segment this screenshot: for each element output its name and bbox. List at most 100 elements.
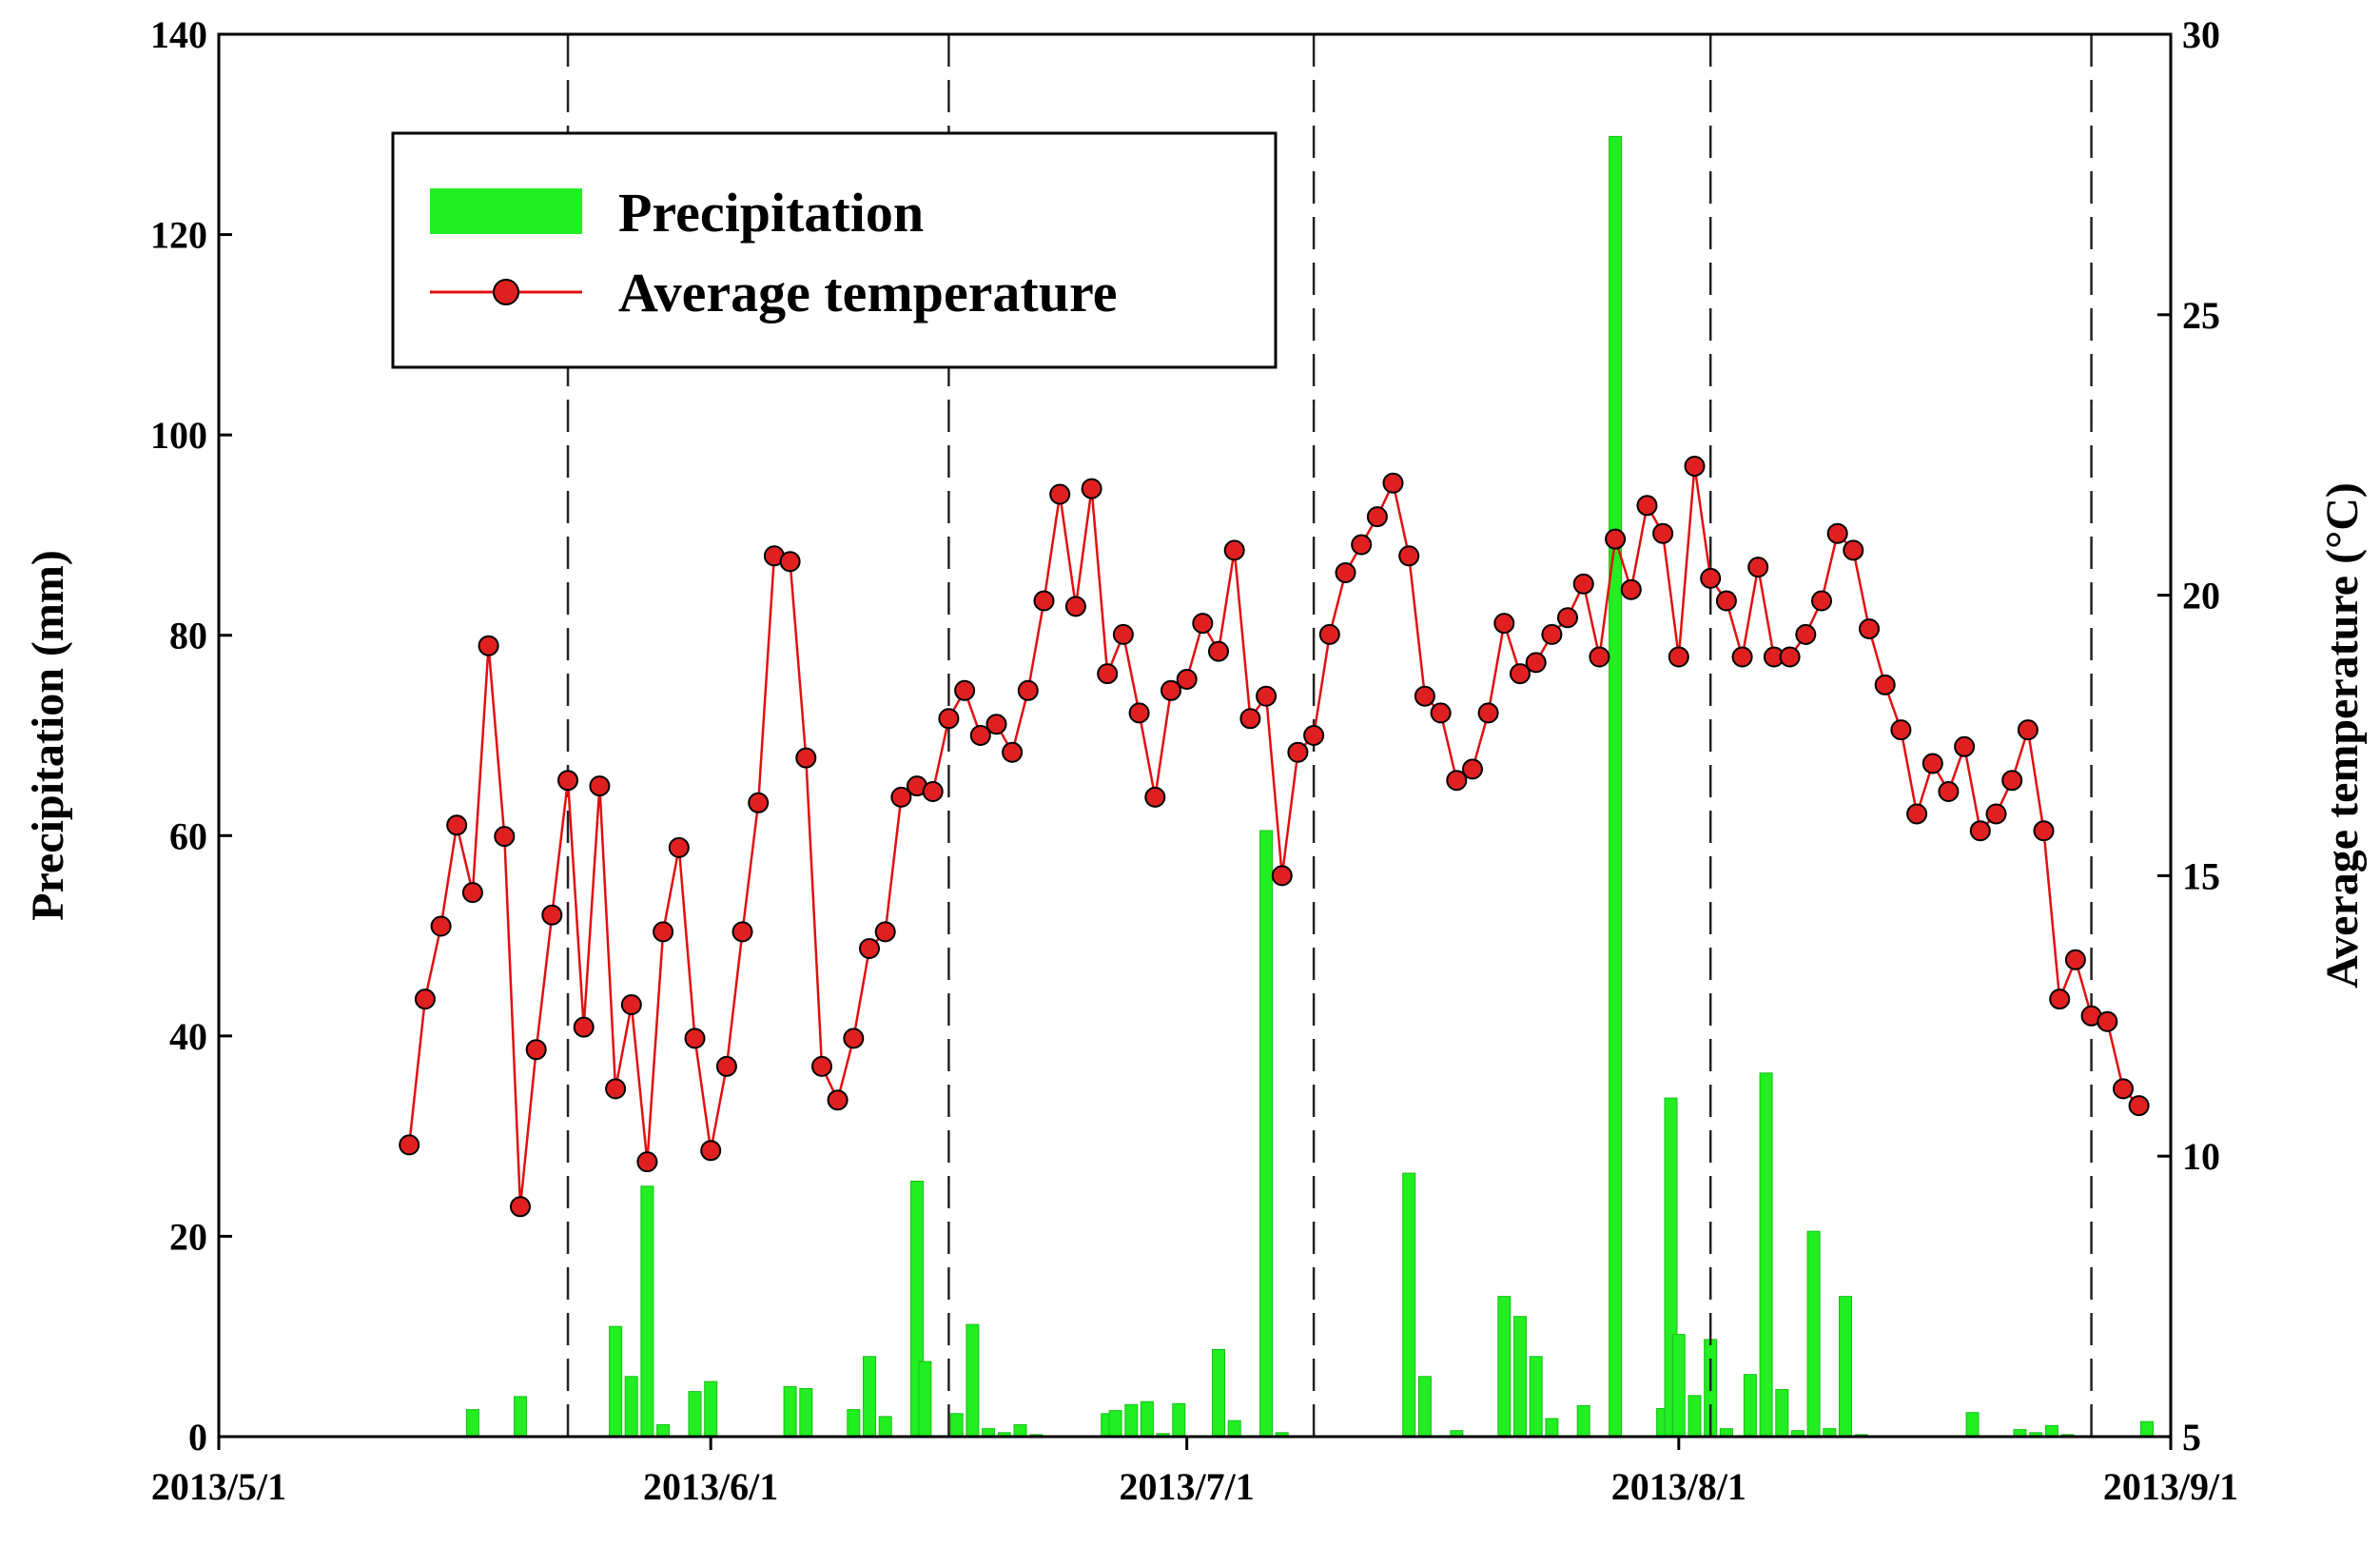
- temperature-point: [1477, 702, 1499, 724]
- precipitation-bar: [1759, 1072, 1773, 1438]
- y-right-tick-label: 30: [2182, 13, 2220, 56]
- precipitation-bar: [2140, 1420, 2154, 1438]
- y-left-tick-label: 140: [150, 13, 207, 56]
- y-left-tick-label: 20: [169, 1215, 207, 1258]
- temperature-point: [2049, 989, 2071, 1010]
- precipitation-bar: [1172, 1402, 1186, 1438]
- precipitation-bar: [1124, 1403, 1139, 1438]
- temperature-point: [1303, 725, 1325, 746]
- precipitation-bar: [1775, 1389, 1789, 1438]
- y-right-tick-label: 15: [2182, 854, 2220, 897]
- temperature-point: [732, 921, 753, 943]
- temperature-point: [1779, 646, 1801, 668]
- temperature-point: [2113, 1078, 2134, 1100]
- temperature-point: [2001, 770, 2023, 792]
- precipitation-bar: [1013, 1423, 1027, 1438]
- temperature-point: [1557, 607, 1578, 629]
- temperature-point: [1112, 623, 1134, 645]
- precipitation-bar: [640, 1185, 654, 1438]
- precipitation-bar: [863, 1356, 876, 1438]
- temperature-point: [1208, 640, 1229, 662]
- y-right-tick-label: 10: [2182, 1135, 2220, 1178]
- temperature-point: [1081, 478, 1102, 499]
- temperature-point: [1366, 506, 1388, 528]
- x-tick-label: 2013/6/1: [643, 1465, 778, 1508]
- temperature-point: [1890, 719, 1912, 741]
- temperature-point: [890, 786, 912, 808]
- temperature-point: [1589, 646, 1610, 668]
- temperature-point: [779, 551, 801, 573]
- temperature-point: [1906, 803, 1928, 825]
- precipitation-bar: [1576, 1404, 1590, 1438]
- precipitation-bar: [609, 1325, 623, 1438]
- temperature-point: [668, 836, 690, 858]
- temperature-point: [1874, 674, 1896, 695]
- y-left-tick-label: 60: [169, 814, 207, 857]
- y-right-tick-label: 20: [2182, 575, 2220, 617]
- temperature-point: [653, 921, 674, 943]
- precipitation-bar: [949, 1413, 964, 1438]
- temperature-point: [827, 1089, 849, 1111]
- legend-precipitation-label: Precipitation: [618, 182, 924, 244]
- temperature-point: [1382, 472, 1404, 494]
- precipitation-series: [465, 135, 2154, 1438]
- x-tick-label: 2013/7/1: [1120, 1465, 1255, 1508]
- temperature-point: [1922, 753, 1943, 774]
- temperature-point: [557, 770, 578, 792]
- y-left-tick-label: 120: [150, 214, 207, 257]
- temperature-point: [1176, 669, 1198, 690]
- temperature-point: [1826, 522, 1848, 544]
- temperature-point: [1256, 685, 1278, 707]
- temperature-point: [1652, 522, 1674, 544]
- temperature-point: [525, 1039, 547, 1061]
- temperature-point: [1398, 545, 1420, 567]
- temperature-point: [1747, 557, 1769, 578]
- temperature-point: [541, 904, 563, 926]
- precipitation-bar: [1513, 1316, 1527, 1438]
- temperature-point: [1002, 741, 1024, 763]
- precipitation-bar: [1529, 1356, 1543, 1438]
- temperature-point: [1064, 596, 1086, 617]
- precipitation-bar: [783, 1385, 797, 1438]
- temperature-point: [1954, 735, 1976, 757]
- temperature-point: [1049, 483, 1071, 505]
- temperature-point: [715, 1055, 737, 1077]
- temperature-point: [478, 635, 499, 656]
- precipitation-bar: [966, 1323, 980, 1438]
- temperature-point: [1525, 652, 1547, 674]
- precipitation-bar: [799, 1388, 813, 1438]
- precipitation-bar: [656, 1423, 671, 1438]
- temperature-point: [1700, 567, 1722, 589]
- temperature-point: [636, 1151, 658, 1173]
- temperature-point: [1462, 758, 1483, 780]
- y-axis-right-title: Average temperature (°C): [2317, 482, 2368, 989]
- temperature-point: [1446, 770, 1468, 792]
- temperature-point: [874, 921, 896, 943]
- precipitation-bar: [1497, 1296, 1512, 1438]
- precipitation-bar: [1609, 135, 1623, 1438]
- precipitation-bar: [1259, 830, 1274, 1438]
- temperature-point: [954, 679, 976, 701]
- temperature-point: [1541, 623, 1563, 645]
- temperature-point: [985, 714, 1007, 735]
- x-tick-label: 2013/9/1: [2103, 1465, 2238, 1508]
- temperature-point: [795, 747, 817, 769]
- precipitation-bar: [704, 1381, 718, 1438]
- temperature-point: [430, 915, 452, 937]
- temperature-point: [938, 708, 960, 730]
- axis-ticks: 0 20 40 60 80 100 120 140 5 10 15 20 25 30 2013/5/1 201…: [150, 13, 2238, 1508]
- precipitation-bar: [1212, 1348, 1225, 1438]
- precipitation-bar: [918, 1361, 932, 1438]
- temperature-point: [1144, 786, 1166, 808]
- precipitation-bar: [1687, 1395, 1702, 1438]
- temperature-point: [1351, 534, 1373, 556]
- temperature-point: [1192, 613, 1214, 635]
- temperature-point: [1620, 578, 1642, 600]
- temperature-point: [684, 1028, 706, 1049]
- temperature-point: [461, 882, 483, 904]
- precipitation-bar: [688, 1391, 702, 1438]
- y-right-tick-label: 5: [2182, 1416, 2201, 1459]
- legend-precipitation-swatch: [430, 188, 582, 234]
- y-left-tick-label: 100: [150, 414, 207, 457]
- temperature-point: [1938, 781, 1960, 802]
